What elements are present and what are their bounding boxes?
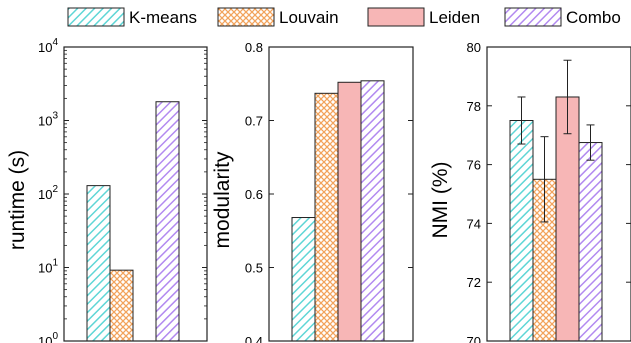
y-tick-label: 100 (38, 331, 58, 343)
bar-combo (360, 80, 385, 342)
bar-k-means (86, 185, 111, 342)
y-tick-label: 0.8 (245, 40, 263, 55)
axes-frame (486, 46, 631, 342)
legend-label: Louvain (279, 8, 339, 27)
y-tick-label: 101 (38, 258, 58, 276)
legend-item-combo: Combo (504, 7, 621, 27)
y-axis-label: modularity (211, 151, 234, 248)
y-axis-label: NMI (%) (429, 162, 452, 239)
y-tick-label: 0.6 (245, 187, 263, 202)
error-bar-leiden (563, 59, 572, 135)
y-tick-label: 0.5 (245, 261, 263, 276)
error-bar-louvain (540, 136, 549, 223)
bar-k-means (291, 217, 316, 342)
legend-item-leiden: Leiden (367, 7, 480, 27)
bar-combo (155, 101, 180, 342)
y-tick-label: 78 (467, 99, 481, 114)
legend-label: K-means (129, 8, 197, 27)
panel-2: 0.4 0.5 0.6 0.7 0.8 modularity (211, 40, 414, 343)
y-tick-label: 76 (467, 158, 481, 173)
y-tick-label: 80 (467, 40, 481, 55)
y-tick-label: 102 (38, 184, 58, 202)
legend-swatch-k-means (67, 7, 125, 27)
y-tick-label: 0.7 (245, 114, 263, 129)
error-bar-k-means (517, 96, 526, 145)
bar-leiden (337, 81, 362, 342)
legend: K-means Louvain Leiden Combo (67, 7, 621, 27)
y-tick-label: 0.4 (245, 334, 263, 343)
y-tick-label: 74 (467, 216, 481, 231)
legend-swatch-combo (504, 7, 562, 27)
y-tick-label: 103 (38, 111, 58, 129)
legend-label: Combo (566, 8, 621, 27)
legend-label: Leiden (429, 8, 480, 27)
y-tick-label: 104 (38, 37, 58, 55)
bar-louvain (109, 269, 134, 342)
legend-swatch-leiden (367, 7, 425, 27)
legend-item-louvain: Louvain (217, 7, 339, 27)
panel-3: 70 72 74 76 78 80 NMI (%) (429, 40, 631, 343)
y-tick-label: 70 (467, 334, 481, 343)
axes-frame (63, 46, 208, 342)
error-bar-combo (586, 124, 595, 161)
y-tick-label: 72 (467, 275, 481, 290)
bar-combo (578, 142, 603, 342)
legend-item-k-means: K-means (67, 7, 197, 27)
legend-swatch-louvain (217, 7, 275, 27)
bar-louvain (314, 92, 339, 342)
bar-k-means (509, 120, 534, 342)
panel-1: 100 101 102 103 104 runtime (s) (6, 37, 208, 343)
y-axis-label: runtime (s) (6, 150, 29, 250)
